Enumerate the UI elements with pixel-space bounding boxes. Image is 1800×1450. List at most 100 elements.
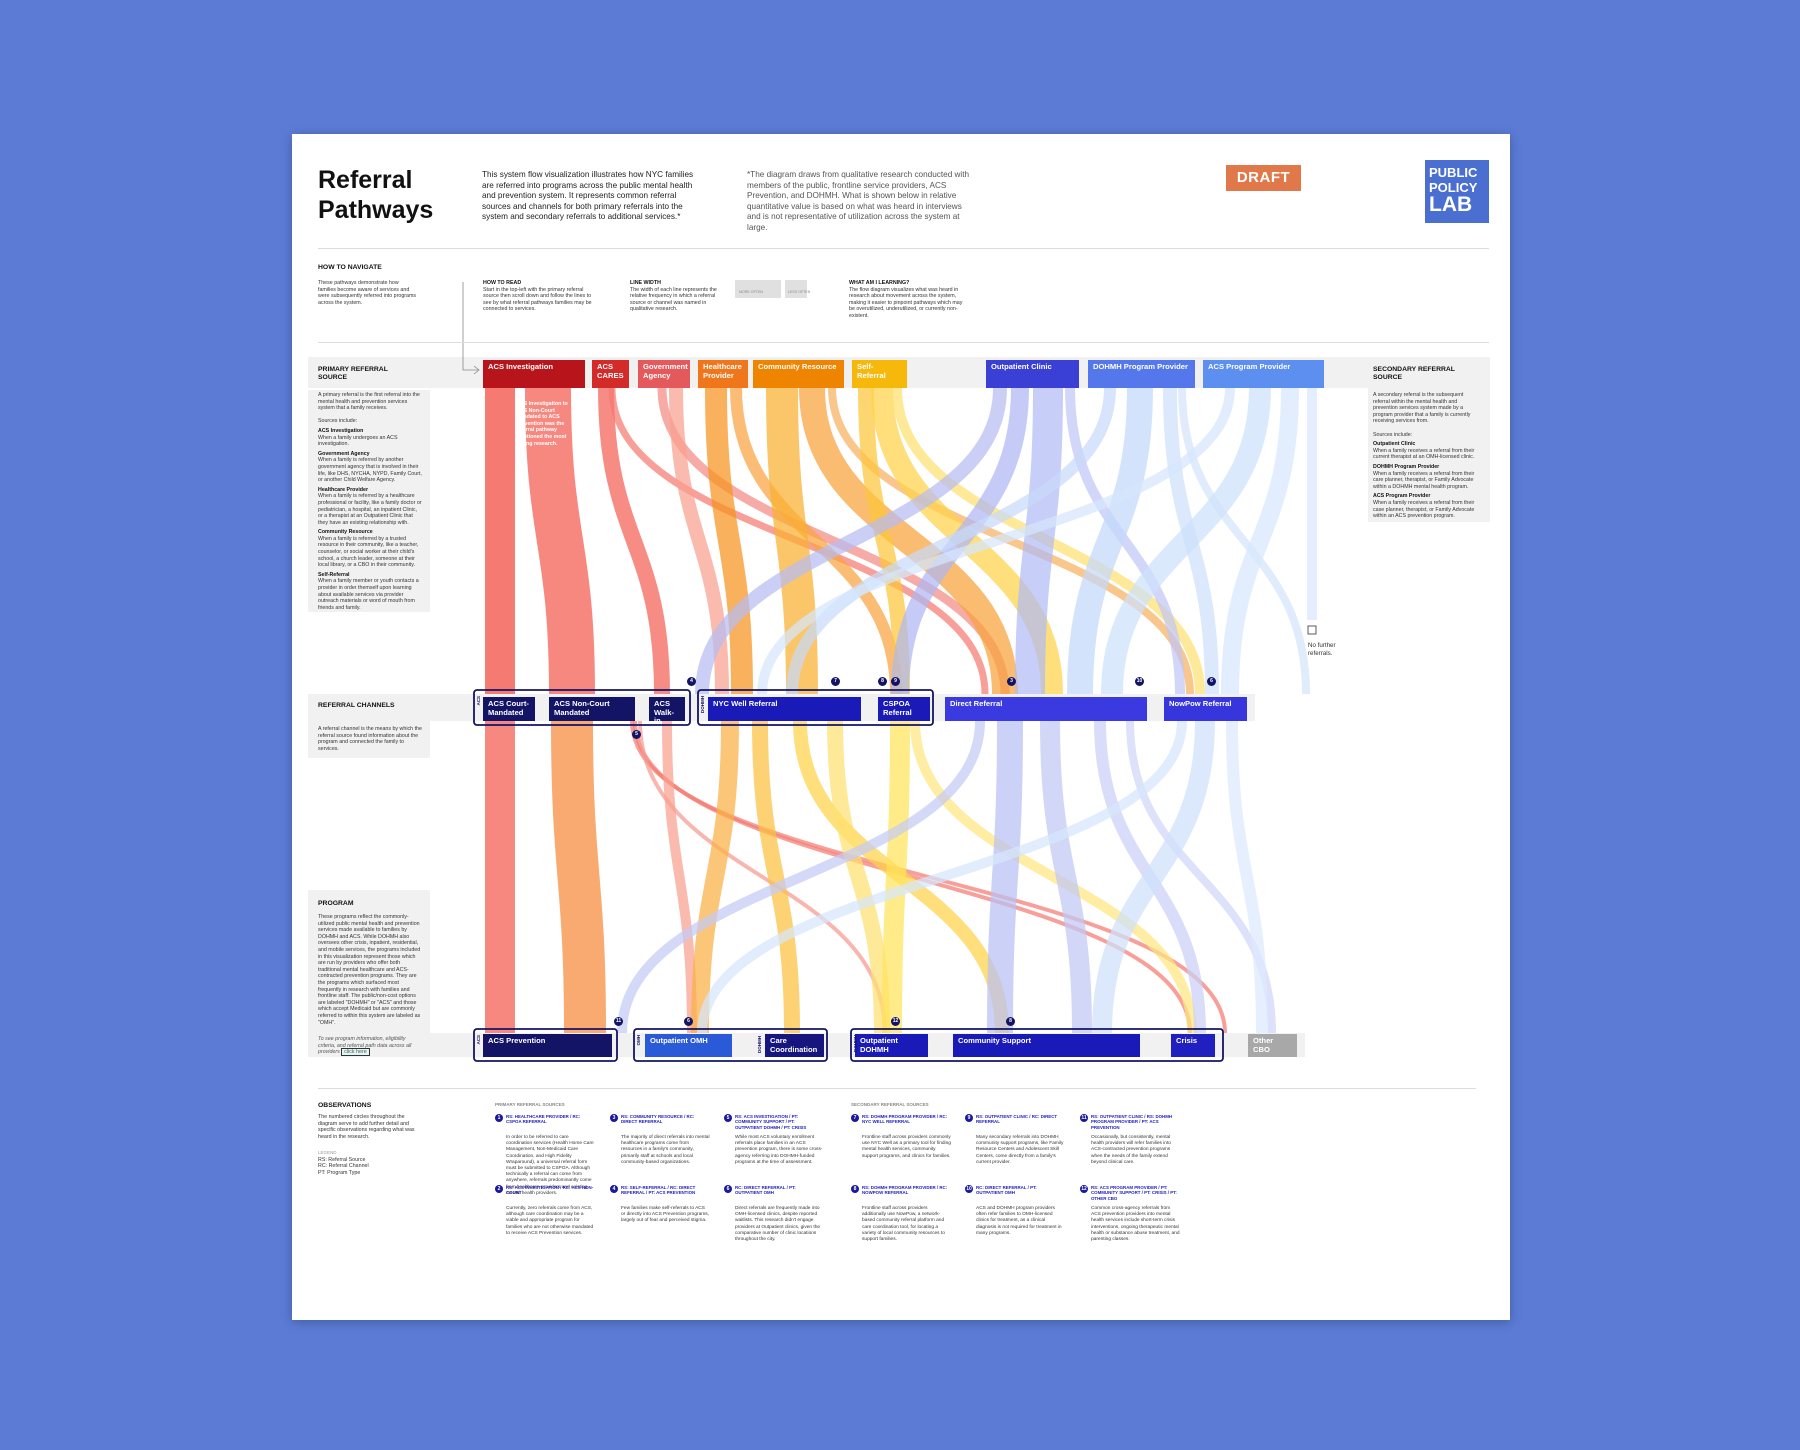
group-label: OMH — [636, 1035, 641, 1046]
note-tags: RS: HEALTHCARE PROVIDER / RC: CSPOA REFE… — [506, 1114, 581, 1125]
note: 7 RS: DOHMH PROGRAM PROVIDER / RC: NYC WE… — [851, 1114, 951, 1160]
term: Government Agency — [318, 450, 370, 457]
disclaimer: *The diagram draws from qualitative rese… — [747, 170, 970, 232]
step-text: The flow diagram visualizes what was hea… — [849, 286, 963, 319]
term-text: When a family is referred by a healthcar… — [318, 493, 422, 526]
section-text: A referral channel is the means by which… — [318, 726, 422, 752]
section-heading: PRIMARY REFERRAL SOURCE — [318, 366, 388, 381]
term: ACS Investigation — [318, 427, 364, 434]
legend-item: RC: Referral Channel — [318, 1163, 369, 1170]
step-title: WHAT AM I LEARNING? — [849, 280, 910, 286]
text: A secondary referral is the subsequent r… — [1373, 392, 1471, 425]
flow — [525, 387, 595, 695]
divider — [318, 342, 1489, 343]
link[interactable]: click here — [341, 1048, 370, 1057]
note-number: 4 — [610, 1185, 618, 1193]
text: To see program information, eligibility … — [318, 1036, 412, 1056]
term-text: When a family member or youth contacts a… — [318, 578, 419, 611]
note-number: 10 — [965, 1185, 973, 1193]
group-label: DOHMH — [853, 1035, 858, 1052]
term-text: When a family undergoes an ACS investiga… — [318, 434, 398, 448]
note-number: 2 — [495, 1185, 503, 1193]
legend-item: PT: Program Type — [318, 1169, 361, 1176]
logo-text: LAB — [1429, 193, 1473, 216]
observations-intro: The numbered circles throughout the diag… — [318, 1114, 415, 1140]
flow — [695, 387, 1007, 695]
marker: 8 — [878, 677, 887, 686]
node: Crisis — [1171, 1034, 1215, 1057]
divider — [318, 1088, 1476, 1089]
step-title: HOW TO READ — [483, 280, 522, 286]
program-link-text: To see program information, eligibility … — [318, 1036, 423, 1057]
note-text: Direct referrals are frequently made int… — [735, 1206, 821, 1243]
note: 5 RS: ACS INVESTIGATION / PT: COMMUNITY S… — [724, 1114, 824, 1166]
section-heading: REFERRAL CHANNELS — [318, 702, 395, 709]
note-tags: RC: DIRECT REFERRAL / PT: OUTPATIENT OMH — [735, 1185, 796, 1196]
note-text: Currently, zero referrals come from ACS,… — [506, 1206, 594, 1236]
node: Direct Referral — [945, 697, 1147, 721]
note: 9 RS: OUTPATIENT CLINIC / RC: DIRECT REFE… — [965, 1114, 1065, 1166]
note: 11 RS: OUTPATIENT CLINIC / RS: DOHMH PROG… — [1080, 1114, 1180, 1166]
marker: 4 — [687, 677, 696, 686]
node: Other CBO — [1248, 1034, 1297, 1057]
node: NYC Well Referral — [708, 697, 861, 721]
node: ACS Program Provider — [1203, 360, 1324, 388]
legend-swatch-narrow — [785, 280, 807, 298]
note-text: Many secondary referrals into DOHMH comm… — [976, 1135, 1064, 1165]
marker: 7 — [831, 677, 840, 686]
draft-badge: DRAFT — [1226, 165, 1301, 191]
flow — [705, 387, 753, 695]
step-title: LINE WIDTH — [630, 280, 661, 286]
note-number: 5 — [724, 1114, 732, 1122]
group-outline — [633, 1028, 828, 1062]
flow — [1015, 387, 1063, 695]
nav-intro: These pathways demonstrate how families … — [318, 280, 417, 306]
nav-step: WHAT AM I LEARNING? The flow diagram visu… — [849, 280, 964, 320]
node: Community Support — [953, 1034, 1140, 1057]
note-tags: RS: ACS PROGRAM PROVIDER / PT: COMMUNITY… — [1091, 1185, 1177, 1201]
note-number: 6 — [724, 1185, 732, 1193]
flow — [691, 720, 739, 1034]
note-text: While most ACS voluntary enrollment refe… — [735, 1135, 823, 1165]
term: Healthcare Provider — [318, 486, 369, 493]
flow — [1040, 720, 1092, 1034]
term-text: When a family receives a referral from t… — [1373, 499, 1475, 520]
flow — [697, 720, 1187, 1034]
note-text: Common cross-agency referrals from ACS p… — [1091, 1206, 1180, 1243]
flow — [662, 720, 697, 1034]
legend-swatch-wide — [735, 280, 781, 298]
term: ACS Program Provider — [1373, 493, 1431, 500]
section-text: These programs reflect the commonly-util… — [318, 914, 421, 1026]
flow — [752, 720, 800, 1034]
marker: 10 — [1135, 677, 1144, 686]
flow — [987, 720, 1023, 1034]
note-text: In order to be referred to care coordina… — [506, 1135, 594, 1196]
note-number: 9 — [965, 1114, 973, 1122]
node: Community Resource — [753, 360, 844, 388]
node: ACS Non-Court Mandated — [549, 697, 635, 721]
guide-arrow — [462, 282, 478, 371]
note: 10 RC: DIRECT REFERRAL / PT: OUTPATIENT O… — [965, 1185, 1065, 1237]
marker: 12 — [891, 1017, 900, 1026]
node: Outpatient Clinic — [986, 360, 1079, 388]
flow — [882, 720, 910, 1034]
group-label: ACS — [476, 696, 481, 706]
end-note: No further referrals. — [1308, 642, 1336, 657]
note-number: 7 — [851, 1114, 859, 1122]
legend-item: RS: Referral Source — [318, 1156, 366, 1163]
note-text: Few families make self-referrals to ACS … — [621, 1206, 709, 1224]
flow — [786, 387, 1116, 695]
group-label: ACS — [476, 1035, 481, 1045]
term: DOHMH Program Provider — [1373, 463, 1440, 470]
note-tags: RS: ACS INVESTIGATION / PT: COMMUNITY SU… — [735, 1114, 807, 1130]
note-tags: RS: ACS INVESTIGATION / RC: ACS NON-COUR… — [506, 1185, 594, 1196]
flow — [1226, 720, 1268, 1034]
note-tags: RS: DOHMH PROGRAM PROVIDER / RC: NYC WEL… — [862, 1114, 948, 1125]
node: Care Coordination — [765, 1034, 824, 1057]
flow — [730, 387, 902, 695]
flows — [484, 387, 1317, 1034]
term-text: When a family receives a referral from t… — [1373, 447, 1475, 461]
note-tags: RS: COMMUNITY RESOURCE / RC: DIRECT REFE… — [621, 1114, 695, 1125]
step-text: Start in the top-left with the primary r… — [483, 286, 592, 313]
